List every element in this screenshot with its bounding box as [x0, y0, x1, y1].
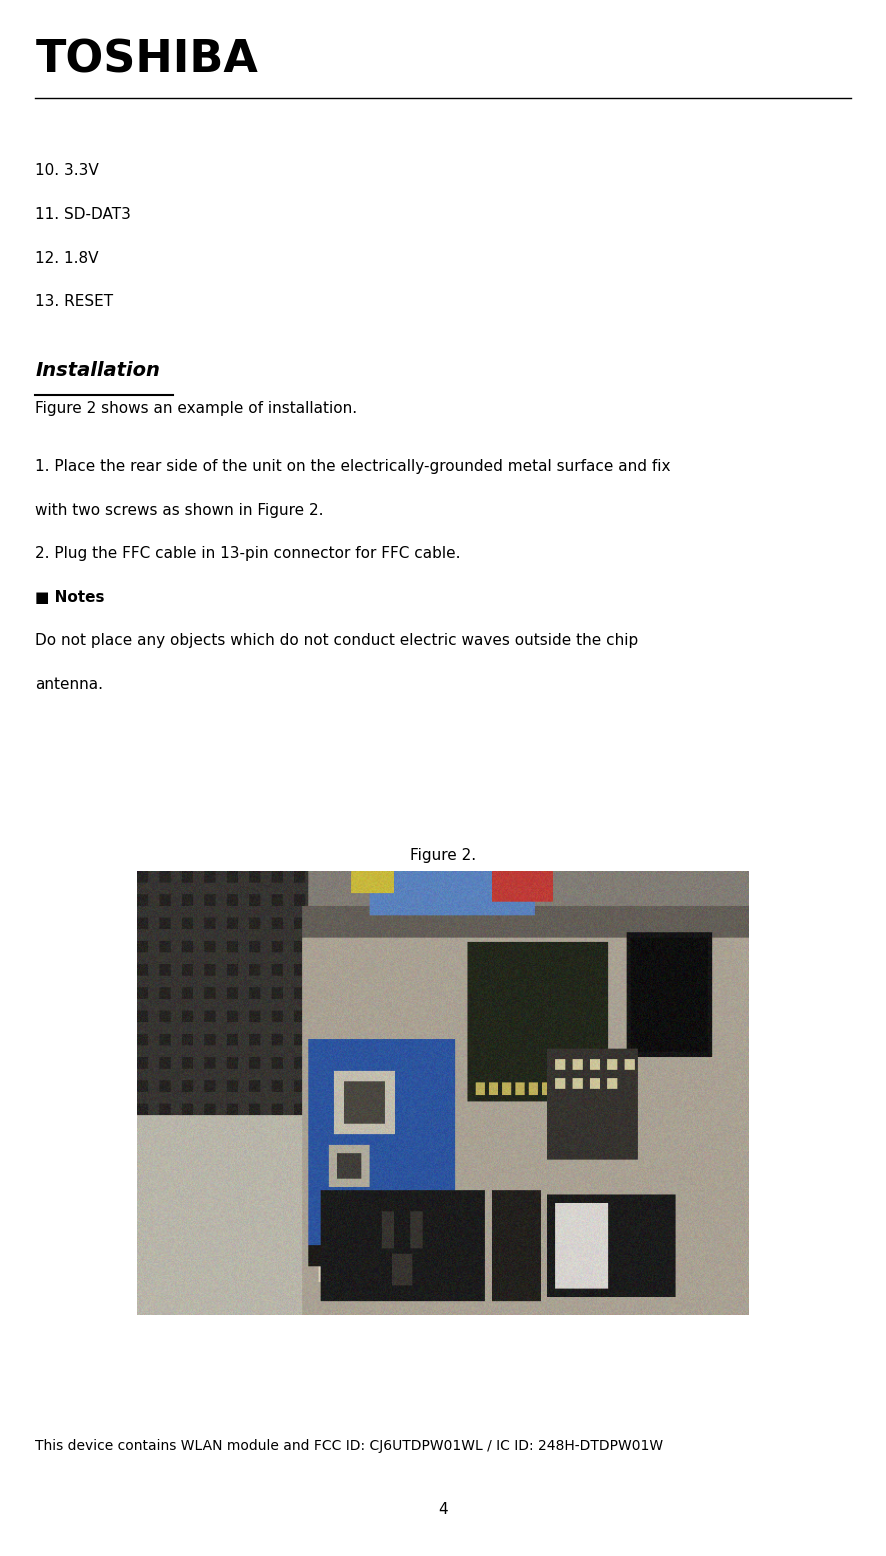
- Text: Installation: Installation: [35, 361, 160, 380]
- Text: Figure 2.: Figure 2.: [410, 848, 476, 864]
- Text: with two screws as shown in Figure 2.: with two screws as shown in Figure 2.: [35, 503, 324, 518]
- Text: 4: 4: [439, 1502, 447, 1517]
- Text: This device contains WLAN module and FCC ID: CJ6UTDPW01WL / IC ID: 248H-DTDPW01W: This device contains WLAN module and FCC…: [35, 1439, 664, 1453]
- Text: 11. SD-DAT3: 11. SD-DAT3: [35, 207, 131, 223]
- Text: Figure 2 shows an example of installation.: Figure 2 shows an example of installatio…: [35, 401, 358, 417]
- Text: 10. 3.3V: 10. 3.3V: [35, 163, 99, 179]
- Text: 2. Plug the FFC cable in 13-pin connector for FFC cable.: 2. Plug the FFC cable in 13-pin connecto…: [35, 546, 461, 562]
- Text: 1. Place the rear side of the unit on the electrically-grounded metal surface an: 1. Place the rear side of the unit on th…: [35, 459, 671, 475]
- Text: ■ Notes: ■ Notes: [35, 590, 105, 605]
- Text: Do not place any objects which do not conduct electric waves outside the chip: Do not place any objects which do not co…: [35, 633, 639, 649]
- Text: 12. 1.8V: 12. 1.8V: [35, 251, 99, 266]
- Text: TOSHIBA: TOSHIBA: [35, 39, 259, 82]
- Text: antenna.: antenna.: [35, 677, 104, 692]
- Text: 13. RESET: 13. RESET: [35, 294, 113, 310]
